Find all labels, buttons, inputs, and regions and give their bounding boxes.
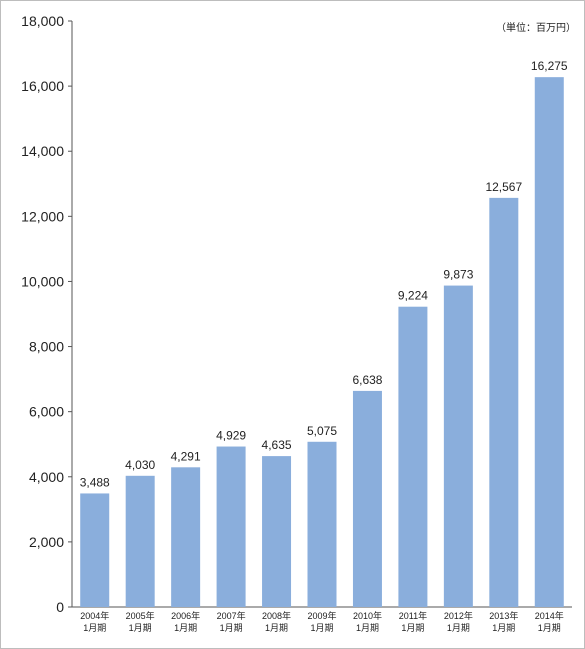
data-label: 4,635 bbox=[262, 438, 292, 452]
y-tick-label: 10,000 bbox=[21, 273, 64, 289]
bar bbox=[216, 446, 246, 607]
data-labels: 3,488 4,030 4,291 4,929 4,635 5,075 6,638 9,224… bbox=[80, 59, 568, 489]
x-tick-label: 2007年 1月期 bbox=[217, 610, 246, 633]
data-label: 5,075 bbox=[307, 424, 337, 438]
y-tick-label: 2,000 bbox=[29, 534, 64, 550]
data-label: 3,488 bbox=[80, 475, 110, 489]
bar bbox=[171, 467, 201, 607]
unit-label: （単位：百万円） bbox=[496, 21, 576, 34]
bar bbox=[534, 77, 564, 608]
x-tick-label: 2014年 1月期 bbox=[535, 610, 564, 633]
x-tick-label: 2008年 1月期 bbox=[262, 610, 291, 633]
data-label: 6,638 bbox=[352, 373, 382, 387]
y-tick-label: 8,000 bbox=[29, 339, 64, 355]
x-tick-label: 2011年 1月期 bbox=[399, 610, 427, 633]
bar bbox=[443, 285, 473, 607]
data-label: 4,030 bbox=[125, 458, 155, 472]
bar bbox=[125, 475, 155, 607]
data-label: 4,929 bbox=[216, 429, 246, 443]
x-tick-label: 2005年 1月期 bbox=[126, 610, 155, 633]
bar bbox=[307, 441, 337, 607]
x-axis-labels: 2004年 1月期 2005年 1月期 2006年 1月期 2007年 1月期 2008年 1月期… bbox=[80, 610, 564, 633]
y-tick-label: 12,000 bbox=[21, 208, 64, 224]
bar bbox=[489, 197, 519, 607]
x-tick-label: 2009年 1月期 bbox=[307, 610, 336, 633]
y-axis-ticks: 0 2,000 4,000 6,000 8,000 10,000 12,000 14,000 1… bbox=[21, 13, 72, 615]
y-tick-label: 14,000 bbox=[21, 143, 64, 159]
y-tick-label: 16,000 bbox=[21, 78, 64, 94]
bar bbox=[80, 493, 110, 607]
data-label: 4,291 bbox=[171, 449, 201, 463]
bar bbox=[262, 456, 292, 607]
data-label: 9,873 bbox=[443, 268, 473, 282]
y-tick-label: 4,000 bbox=[29, 469, 64, 485]
x-tick-label: 2006年 1月期 bbox=[171, 610, 200, 633]
x-tick-label: 2004年 1月期 bbox=[80, 610, 109, 633]
x-tick-label: 2012年 1月期 bbox=[444, 610, 473, 633]
y-tick-label: 18,000 bbox=[21, 13, 64, 29]
x-tick-label: 2013年 1月期 bbox=[489, 610, 518, 633]
y-tick-label: 6,000 bbox=[29, 404, 64, 420]
data-label: 9,224 bbox=[398, 289, 428, 303]
bars bbox=[80, 77, 564, 608]
data-label: 12,567 bbox=[485, 180, 522, 194]
data-label: 16,275 bbox=[531, 59, 568, 73]
bar bbox=[398, 306, 428, 607]
y-tick-label: 0 bbox=[56, 599, 64, 615]
x-tick-label: 2010年 1月期 bbox=[353, 610, 382, 633]
bar bbox=[352, 390, 382, 607]
